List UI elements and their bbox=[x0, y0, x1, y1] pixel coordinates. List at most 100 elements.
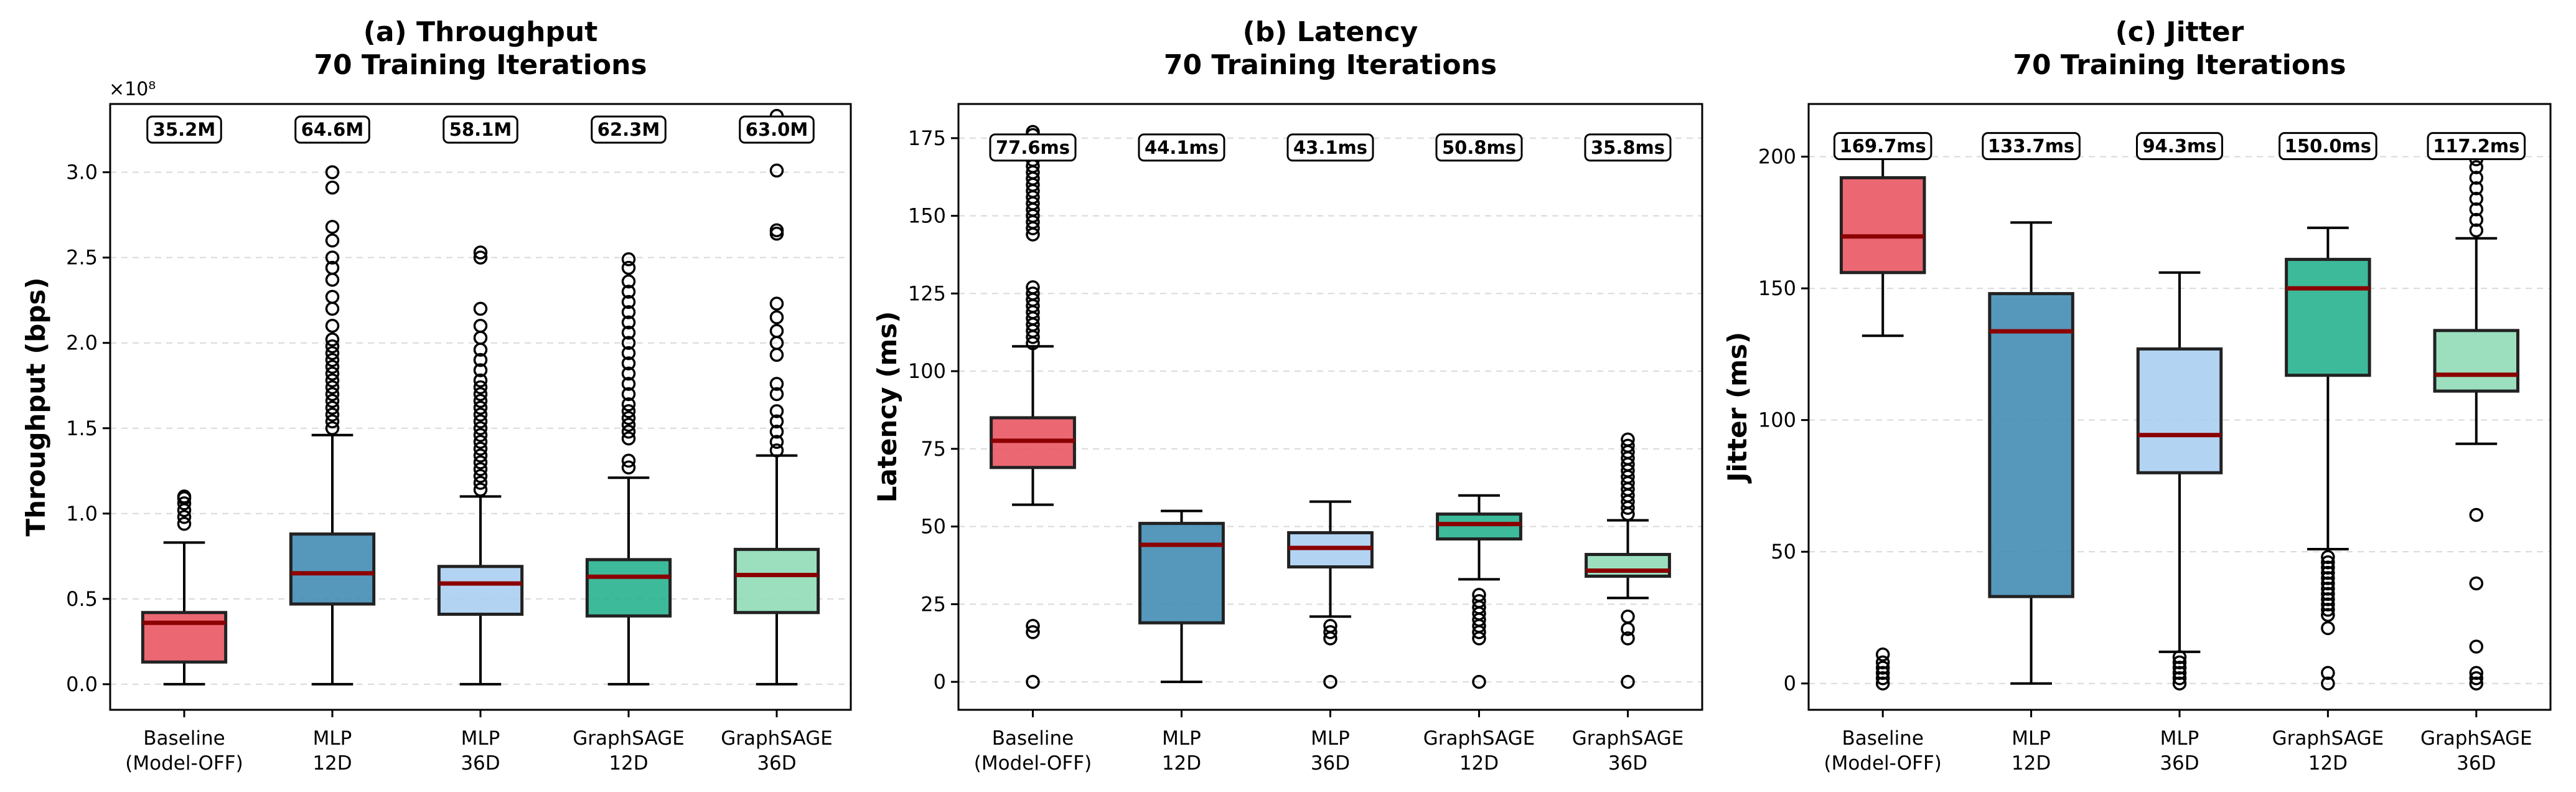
x-tick-label-line1: GraphSAGE bbox=[1572, 727, 1684, 750]
outlier-point bbox=[2469, 507, 2484, 522]
box-5 bbox=[1585, 432, 1671, 689]
outlier-point bbox=[621, 411, 636, 425]
outlier-point bbox=[621, 397, 636, 412]
median-label-box bbox=[989, 133, 1077, 162]
outlier-point bbox=[1875, 666, 1890, 681]
outlier-point bbox=[325, 421, 340, 436]
median-label: 94.3ms bbox=[2142, 136, 2216, 157]
outlier-point bbox=[769, 424, 784, 439]
outlier-point bbox=[325, 352, 340, 367]
iqr-box bbox=[141, 611, 228, 664]
x-tick-label-line2: 36D bbox=[1608, 752, 1647, 775]
x-tick-label-line2: 36D bbox=[461, 752, 500, 775]
outlier-point bbox=[473, 331, 488, 345]
median-label-box bbox=[739, 115, 815, 144]
median-label-box bbox=[1584, 133, 1672, 162]
y-axis-label: Jitter (ms) bbox=[1722, 332, 1753, 484]
outlier-point bbox=[621, 326, 636, 340]
outlier-point bbox=[2172, 676, 2187, 691]
x-tick-label-line2: 36D bbox=[757, 752, 796, 775]
iqr-box bbox=[437, 565, 524, 616]
outlier-point bbox=[621, 377, 636, 391]
outlier-point bbox=[2469, 202, 2484, 217]
outlier-point bbox=[2321, 555, 2335, 570]
outlier-point bbox=[2172, 655, 2187, 670]
outlier-point bbox=[325, 339, 340, 354]
y-tick-label: 50 bbox=[920, 515, 946, 539]
box-5 bbox=[2433, 152, 2520, 691]
outlier-point bbox=[2321, 560, 2335, 575]
outlier-point bbox=[1472, 594, 1486, 608]
outlier-point bbox=[621, 404, 636, 418]
median-label: 150.0ms bbox=[2285, 136, 2371, 157]
outlier-point bbox=[621, 260, 636, 275]
y-axis-label: Throughput (bps) bbox=[21, 277, 51, 536]
x-tick-label-line2: 12D bbox=[312, 752, 352, 775]
outlier-point bbox=[473, 363, 488, 377]
outlier-point bbox=[473, 380, 488, 395]
outlier-point bbox=[1323, 619, 1337, 633]
outlier-point bbox=[2321, 587, 2335, 601]
outlier-point bbox=[325, 260, 340, 275]
outlier-point bbox=[2321, 621, 2335, 636]
y-axis-label: Latency (ms) bbox=[872, 311, 902, 503]
outlier-point bbox=[473, 250, 488, 265]
outlier-point bbox=[325, 301, 340, 316]
outlier-point bbox=[621, 424, 636, 439]
outlier-point bbox=[769, 347, 784, 362]
outlier-point bbox=[177, 510, 192, 524]
outlier-point bbox=[473, 428, 488, 442]
outlier-point bbox=[1621, 610, 1635, 624]
chart-subtitle: 70 Training Iterations bbox=[314, 49, 647, 81]
outlier-point bbox=[473, 448, 488, 463]
outlier-point bbox=[769, 163, 784, 178]
outlier-point bbox=[473, 421, 488, 436]
outlier-point bbox=[473, 414, 488, 429]
chart-title: (b) Latency bbox=[1243, 16, 1418, 48]
x-tick-label-line1: MLP bbox=[2012, 727, 2051, 750]
outlier-point bbox=[473, 462, 488, 476]
outlier-point bbox=[621, 315, 636, 330]
outlier-point bbox=[325, 233, 340, 248]
x-tick-label-line2: 12D bbox=[1459, 752, 1499, 775]
outlier-point bbox=[473, 387, 488, 402]
x-tick-label-line2: 12D bbox=[1162, 752, 1201, 775]
outlier-point bbox=[1026, 619, 1040, 633]
outlier-point bbox=[2469, 171, 2484, 185]
outlier-point bbox=[2321, 550, 2335, 564]
outlier-point bbox=[1875, 647, 1890, 662]
median-label-box bbox=[2136, 132, 2223, 161]
outlier-point bbox=[2469, 192, 2484, 206]
outlier-point bbox=[325, 387, 340, 402]
iqr-box bbox=[733, 547, 820, 615]
chart-subtitle: 70 Training Iterations bbox=[1164, 49, 1497, 81]
outlier-point bbox=[621, 295, 636, 309]
outlier-point bbox=[2172, 650, 2187, 664]
x-tick-label-line2: 12D bbox=[609, 752, 648, 775]
outlier-point bbox=[621, 336, 636, 350]
outlier-point bbox=[769, 324, 784, 338]
median-label-box bbox=[1982, 132, 2081, 161]
median-label: 62.3M bbox=[597, 119, 660, 140]
outlier-point bbox=[1026, 280, 1040, 295]
outlier-point bbox=[1026, 674, 1040, 689]
x-tick-label-line2: 12D bbox=[2012, 752, 2051, 775]
outlier-point bbox=[2321, 571, 2335, 585]
iqr-box bbox=[1138, 522, 1225, 625]
outlier-point bbox=[325, 359, 340, 374]
y-tick-label: 200 bbox=[1758, 145, 1796, 169]
outlier-point bbox=[2172, 671, 2187, 686]
median-label: 50.8ms bbox=[1442, 137, 1516, 158]
median-label: 117.2ms bbox=[2433, 136, 2519, 157]
outlier-point bbox=[2321, 582, 2335, 596]
box-3 bbox=[1287, 500, 1374, 689]
chart-panel-2: 77.6ms 44.1ms 43.1ms 50.8ms 35.8ms 0 25 50 75 100… bbox=[872, 16, 1703, 775]
outlier-point bbox=[621, 346, 636, 361]
outlier-point bbox=[769, 377, 784, 391]
median-label: 58.1M bbox=[449, 119, 512, 140]
box-4 bbox=[1436, 494, 1522, 689]
outlier-point bbox=[473, 469, 488, 483]
median-label-box bbox=[294, 115, 370, 144]
y-tick-label: 150 bbox=[908, 204, 946, 228]
outlier-point bbox=[473, 400, 488, 415]
